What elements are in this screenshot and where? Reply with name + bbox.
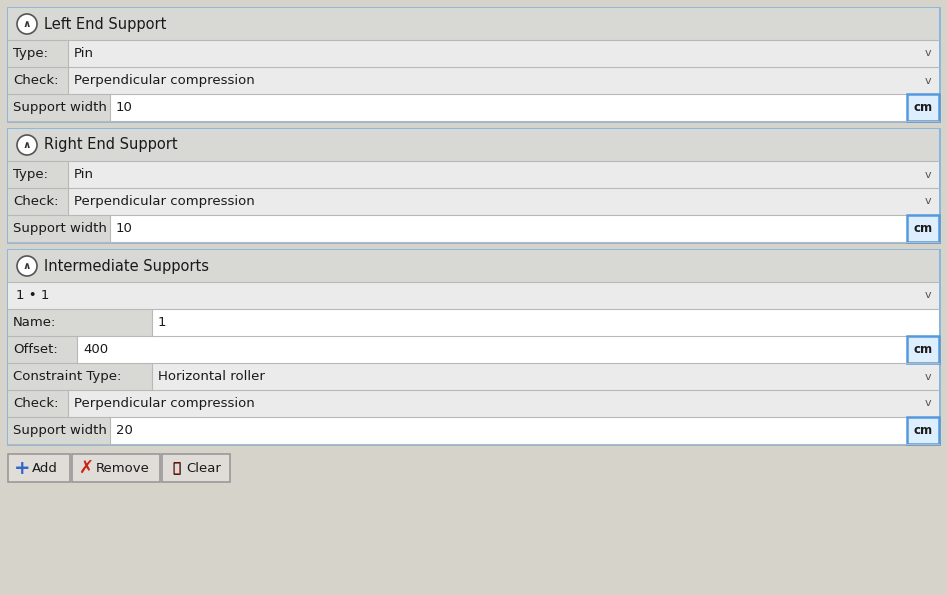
- Text: Name:: Name:: [13, 316, 57, 329]
- Text: 10: 10: [116, 222, 133, 235]
- Text: 1: 1: [158, 316, 167, 329]
- Bar: [8, 8, 939, 40]
- Bar: [8, 336, 77, 363]
- Text: cm: cm: [914, 343, 933, 356]
- Text: v: v: [925, 196, 932, 206]
- Bar: [907, 94, 939, 121]
- Bar: [8, 8, 939, 121]
- Bar: [110, 94, 907, 121]
- Text: Perpendicular compression: Perpendicular compression: [74, 397, 255, 410]
- Bar: [152, 309, 939, 336]
- Bar: [8, 188, 68, 215]
- Text: Constraint Type:: Constraint Type:: [13, 370, 121, 383]
- Bar: [8, 129, 939, 161]
- Bar: [162, 454, 230, 482]
- Text: 1 • 1: 1 • 1: [16, 289, 49, 302]
- Text: Clear: Clear: [186, 462, 221, 474]
- Bar: [77, 336, 907, 363]
- Bar: [907, 417, 939, 444]
- Text: Support width: Support width: [13, 101, 107, 114]
- Text: ∧: ∧: [23, 19, 31, 29]
- Text: Left End Support: Left End Support: [44, 17, 167, 32]
- Bar: [8, 161, 68, 188]
- Bar: [8, 454, 70, 482]
- Circle shape: [17, 256, 37, 276]
- Bar: [68, 188, 939, 215]
- Bar: [8, 40, 68, 67]
- Bar: [68, 67, 939, 94]
- Text: v: v: [925, 170, 932, 180]
- Text: Offset:: Offset:: [13, 343, 58, 356]
- Text: v: v: [925, 399, 932, 409]
- Text: Type:: Type:: [13, 47, 48, 60]
- Text: 20: 20: [116, 424, 133, 437]
- Text: Right End Support: Right End Support: [44, 137, 178, 152]
- Bar: [68, 161, 939, 188]
- Bar: [8, 250, 939, 282]
- Bar: [72, 454, 160, 482]
- Bar: [8, 215, 110, 242]
- Bar: [110, 215, 907, 242]
- Circle shape: [17, 14, 37, 34]
- Bar: [8, 363, 152, 390]
- Circle shape: [17, 135, 37, 155]
- Text: Check:: Check:: [13, 74, 59, 87]
- Text: cm: cm: [914, 222, 933, 235]
- Text: v: v: [925, 371, 932, 381]
- Text: Remove: Remove: [96, 462, 150, 474]
- Text: ∧: ∧: [23, 140, 31, 150]
- Text: cm: cm: [914, 424, 933, 437]
- Text: Pin: Pin: [74, 168, 94, 181]
- Text: +: +: [14, 459, 30, 478]
- Bar: [8, 129, 939, 242]
- Bar: [8, 94, 110, 121]
- Bar: [8, 417, 110, 444]
- Text: Perpendicular compression: Perpendicular compression: [74, 74, 255, 87]
- Text: Add: Add: [32, 462, 58, 474]
- Text: Support width: Support width: [13, 424, 107, 437]
- Text: Check:: Check:: [13, 195, 59, 208]
- Text: 10: 10: [116, 101, 133, 114]
- Bar: [907, 215, 939, 242]
- Bar: [110, 417, 907, 444]
- Bar: [8, 250, 939, 444]
- Text: v: v: [925, 76, 932, 86]
- Text: Intermediate Supports: Intermediate Supports: [44, 258, 209, 274]
- Text: Horizontal roller: Horizontal roller: [158, 370, 265, 383]
- Bar: [152, 363, 939, 390]
- Bar: [8, 390, 68, 417]
- Bar: [8, 309, 152, 336]
- Text: ∧: ∧: [23, 261, 31, 271]
- Text: 400: 400: [83, 343, 108, 356]
- Text: ⬛: ⬛: [172, 462, 180, 474]
- Text: Type:: Type:: [13, 168, 48, 181]
- Bar: [907, 336, 939, 363]
- Text: Perpendicular compression: Perpendicular compression: [74, 195, 255, 208]
- Bar: [8, 282, 939, 309]
- Text: v: v: [925, 290, 932, 300]
- Text: Support width: Support width: [13, 222, 107, 235]
- Text: Check:: Check:: [13, 397, 59, 410]
- Text: ✗: ✗: [79, 459, 94, 477]
- Text: Pin: Pin: [74, 47, 94, 60]
- Text: 🗑: 🗑: [171, 461, 180, 475]
- Text: cm: cm: [914, 101, 933, 114]
- Bar: [68, 390, 939, 417]
- Bar: [8, 67, 68, 94]
- Bar: [68, 40, 939, 67]
- Text: v: v: [925, 49, 932, 58]
